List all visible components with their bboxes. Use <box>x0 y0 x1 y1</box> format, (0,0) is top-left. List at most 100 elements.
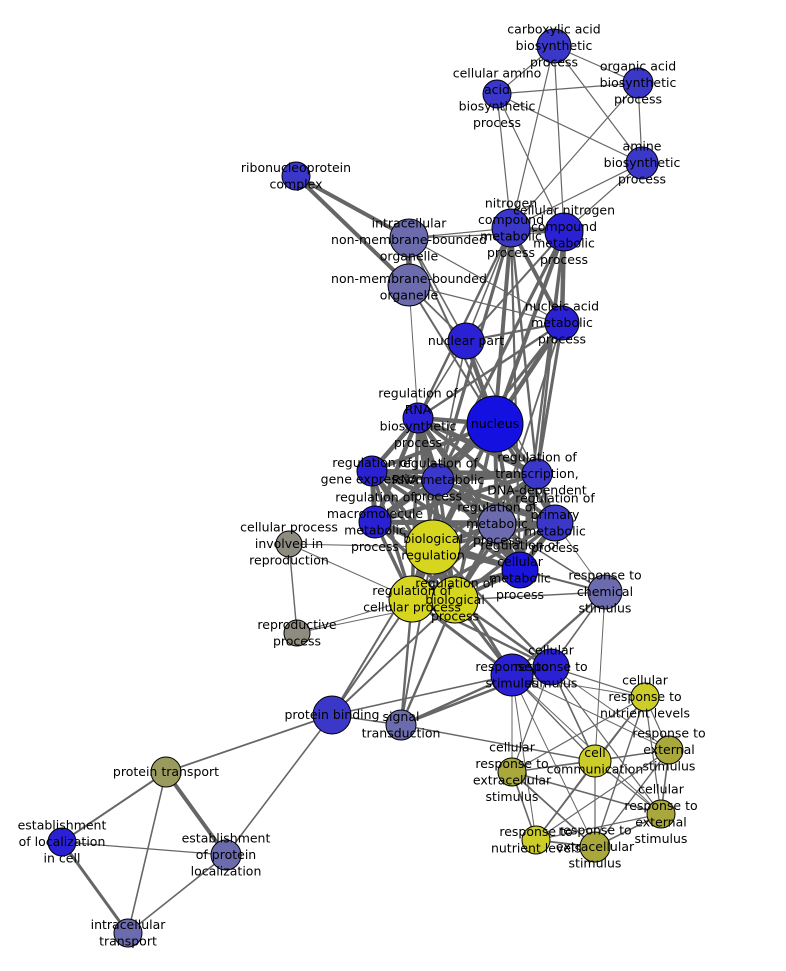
graph-node[interactable] <box>210 839 242 871</box>
graph-node[interactable] <box>521 458 553 490</box>
graph-edge <box>465 227 512 342</box>
graph-edge <box>509 226 539 476</box>
graph-edge <box>288 543 298 634</box>
graph-edge <box>510 82 639 229</box>
graph-edge <box>372 471 540 525</box>
graph-edge <box>294 174 411 240</box>
graph-node[interactable] <box>646 799 676 829</box>
graph-node[interactable] <box>387 263 431 307</box>
graph-node[interactable] <box>625 146 659 180</box>
graph-edge <box>594 749 670 848</box>
graph-edge <box>511 674 537 841</box>
graph-edge <box>535 749 670 841</box>
graph-edge <box>164 770 228 857</box>
graph-edge <box>511 696 646 773</box>
graph-node[interactable] <box>356 455 388 487</box>
graph-node[interactable] <box>491 208 531 248</box>
graph-node[interactable] <box>501 551 539 589</box>
graph-node[interactable] <box>431 576 479 624</box>
graph-edge <box>594 696 646 848</box>
graph-node[interactable] <box>405 519 461 575</box>
graph-edge <box>416 321 564 420</box>
graph-edge <box>331 546 434 716</box>
graph-edge <box>369 468 540 477</box>
graph-node[interactable] <box>630 682 660 712</box>
graph-edge <box>510 45 555 229</box>
graph-edge <box>493 226 513 426</box>
graph-edge <box>594 591 606 762</box>
graph-edge <box>408 237 467 342</box>
graph-edge <box>511 666 552 773</box>
graph-edge <box>511 771 596 848</box>
graph-edge <box>553 45 565 233</box>
graph-node[interactable] <box>579 831 611 863</box>
graph-node[interactable] <box>497 757 527 787</box>
graph-node[interactable] <box>536 504 574 542</box>
graph-edge <box>408 284 563 324</box>
graph-edge <box>550 666 670 751</box>
graph-edge <box>550 666 662 815</box>
graph-node[interactable] <box>532 648 570 686</box>
graph-node[interactable] <box>389 218 429 258</box>
graph-node[interactable] <box>275 530 303 558</box>
graph-node[interactable] <box>358 505 392 539</box>
graph-node[interactable] <box>388 575 436 623</box>
graph-edge <box>496 93 565 233</box>
graph-node[interactable] <box>536 28 572 64</box>
graph-node[interactable] <box>47 827 77 857</box>
graph-edge <box>510 162 643 229</box>
graph-edge <box>61 841 227 856</box>
graph-node[interactable] <box>654 735 684 765</box>
graph-edge <box>496 93 512 229</box>
graph-node[interactable] <box>281 161 311 191</box>
labels-layer: carboxylic acid biosynthetic process organi… <box>18 21 706 948</box>
graph-edge <box>400 724 596 762</box>
graph-edge <box>165 714 333 773</box>
graph-edge <box>511 674 670 751</box>
graph-node[interactable] <box>150 756 182 788</box>
graph-edge <box>370 469 557 525</box>
graph-edge <box>431 545 553 669</box>
graph-node[interactable] <box>578 744 612 778</box>
edges-layer <box>60 45 670 935</box>
graph-edge <box>535 813 662 841</box>
graph-node[interactable] <box>544 212 584 252</box>
graph-node[interactable] <box>421 463 455 497</box>
graph-node[interactable] <box>402 402 434 434</box>
graph-node[interactable] <box>477 504 517 544</box>
graph-node[interactable] <box>283 619 311 647</box>
graph-edge <box>644 696 662 815</box>
graph-edge <box>331 599 456 716</box>
graph-node[interactable] <box>312 695 352 735</box>
graph-node[interactable] <box>466 395 524 453</box>
graph-edge <box>511 771 662 815</box>
graph-edge <box>465 231 565 342</box>
graph-node[interactable] <box>447 322 485 360</box>
graph-edge <box>331 674 513 716</box>
graph-node[interactable] <box>622 67 654 99</box>
graph-node[interactable] <box>521 825 551 855</box>
graph-edge <box>408 231 565 239</box>
nodes-layer <box>47 28 684 948</box>
graph-node[interactable] <box>544 305 580 341</box>
graph-edge <box>408 284 419 419</box>
graph-node[interactable] <box>490 653 534 697</box>
graph-edge <box>553 45 643 164</box>
graph-node[interactable] <box>113 918 143 948</box>
graph-node[interactable] <box>587 574 623 610</box>
graph-edge <box>127 771 167 934</box>
graph-edge <box>454 591 606 601</box>
graph-edge <box>496 93 643 164</box>
graph-edge <box>61 771 167 843</box>
graph-edge <box>225 714 333 856</box>
graph-edge <box>408 237 563 324</box>
graph-node[interactable] <box>482 79 512 109</box>
graph-edge <box>511 674 596 848</box>
graph-edge <box>369 468 500 527</box>
graph-edge <box>496 523 606 593</box>
graph-edge <box>127 854 227 934</box>
graph-edge <box>60 840 130 935</box>
graph-edge <box>496 82 639 95</box>
graph-node[interactable] <box>385 709 417 741</box>
